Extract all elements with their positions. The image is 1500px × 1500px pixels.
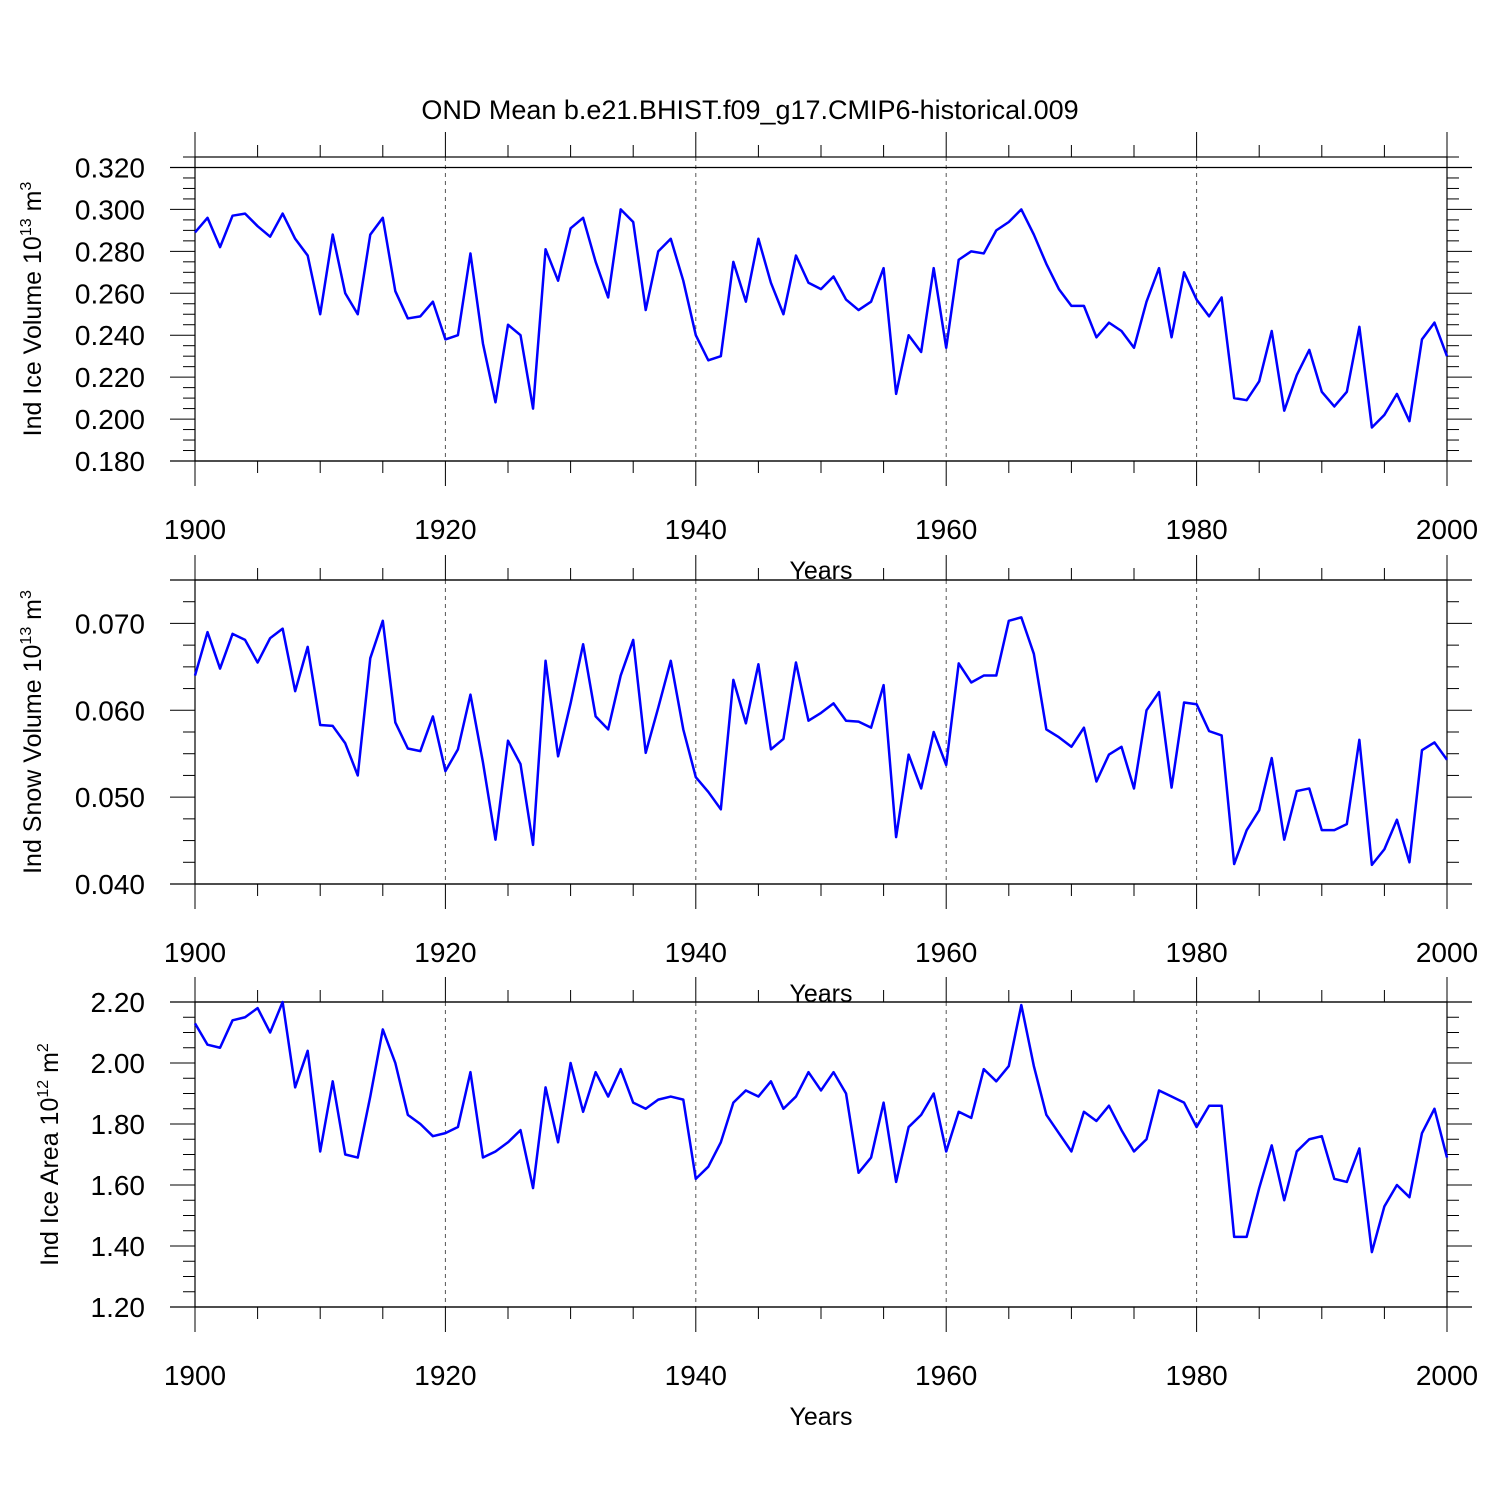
panel-ice-volume: 1900 1920 1940 1960 1980 2000 0.180 0.200 0.220 0… (18, 132, 1478, 585)
y-tick-label: 0.220 (75, 362, 145, 393)
x-tick-label: 1900 (164, 1360, 226, 1391)
y-tick-label: 0.050 (75, 782, 145, 813)
x-tick-label: 1980 (1165, 937, 1227, 968)
y-tick-label: 1.20 (91, 1292, 146, 1323)
y-axis-title-base: Ind Snow Volume 10 (19, 645, 47, 874)
y-axis-title-exp2: 3 (18, 182, 35, 191)
x-tick-label: 2000 (1416, 1360, 1478, 1391)
y-tick-label: 1.60 (91, 1170, 146, 1201)
x-tick-label: 1940 (665, 514, 727, 545)
y-tick-label: 2.20 (91, 987, 146, 1018)
y-axis-title-base: Ind Ice Volume 10 (19, 236, 47, 436)
x-tick-label: 1920 (414, 514, 476, 545)
chart-title: OND Mean b.e21.BHIST.f09_g17.CMIP6-histo… (421, 95, 1078, 125)
x-tick-label: 1900 (164, 514, 226, 545)
y-tick-label: 0.320 (75, 152, 145, 183)
x-tick-label: 2000 (1416, 514, 1478, 545)
y-axis-title-unit: m (19, 191, 47, 219)
y-axis-title-exp2: 2 (35, 1043, 52, 1052)
x-axis-title: Years (789, 1403, 852, 1431)
x-tick-label: 1940 (665, 937, 727, 968)
plot-frame (194, 156, 1448, 462)
panel-snow-volume: 1900 1920 1940 1960 1980 2000 0.040 0.050 0.060 0… (18, 555, 1478, 1008)
x-tick-label: 1920 (414, 1360, 476, 1391)
y-tick-label: 2.00 (91, 1048, 146, 1079)
x-tick-label: 1940 (665, 1360, 727, 1391)
chart-panels: 1900 1920 1940 1960 1980 2000 0.180 0.200 0.220 0… (18, 132, 1478, 1431)
y-axis-title-exp2: 3 (18, 590, 35, 599)
x-tick-label: 1960 (915, 937, 977, 968)
y-axis-title-exp1: 12 (35, 1080, 52, 1098)
y-axis-title: Ind Ice Area 1012 m2 (35, 1043, 64, 1266)
y-axis-title-unit: m (36, 1052, 64, 1080)
panel-ice-area: 1900 1920 1940 1960 1980 2000 1.20 1.40 1.60 1.80… (35, 977, 1478, 1431)
x-tick-label: 1920 (414, 937, 476, 968)
y-axis-title-base: Ind Ice Area 10 (36, 1098, 64, 1266)
y-tick-label: 0.180 (75, 446, 145, 477)
x-tick-label: 1960 (915, 514, 977, 545)
series-line-snow-volume (193, 616, 1449, 867)
y-tick-label: 1.40 (91, 1231, 146, 1262)
series-line-ice-area (193, 1000, 1449, 1254)
x-tick-label: 1960 (915, 1360, 977, 1391)
y-tick-label: 0.280 (75, 236, 145, 267)
y-axis-title-exp1: 13 (18, 627, 35, 645)
x-tick-label: 1900 (164, 937, 226, 968)
y-axis-title-unit: m (19, 599, 47, 627)
y-tick-label: 0.070 (75, 608, 145, 639)
y-tick-label: 0.260 (75, 278, 145, 309)
y-tick-label: 1.80 (91, 1109, 146, 1140)
y-tick-label: 0.060 (75, 695, 145, 726)
y-axis-title: Ind Ice Volume 1013 m3 (18, 182, 47, 437)
plot-frame (194, 1001, 1448, 1308)
x-tick-label: 1980 (1165, 1360, 1227, 1391)
y-tick-label: 0.300 (75, 194, 145, 225)
x-tick-label: 2000 (1416, 937, 1478, 968)
y-tick-label: 0.200 (75, 404, 145, 435)
y-tick-label: 0.040 (75, 869, 145, 900)
series-line-ice-volume (194, 208, 1449, 429)
y-axis-title-exp1: 13 (18, 218, 35, 236)
y-tick-label: 0.240 (75, 320, 145, 351)
x-tick-label: 1980 (1165, 514, 1227, 545)
y-axis-title: Ind Snow Volume 1013 m3 (18, 590, 47, 874)
